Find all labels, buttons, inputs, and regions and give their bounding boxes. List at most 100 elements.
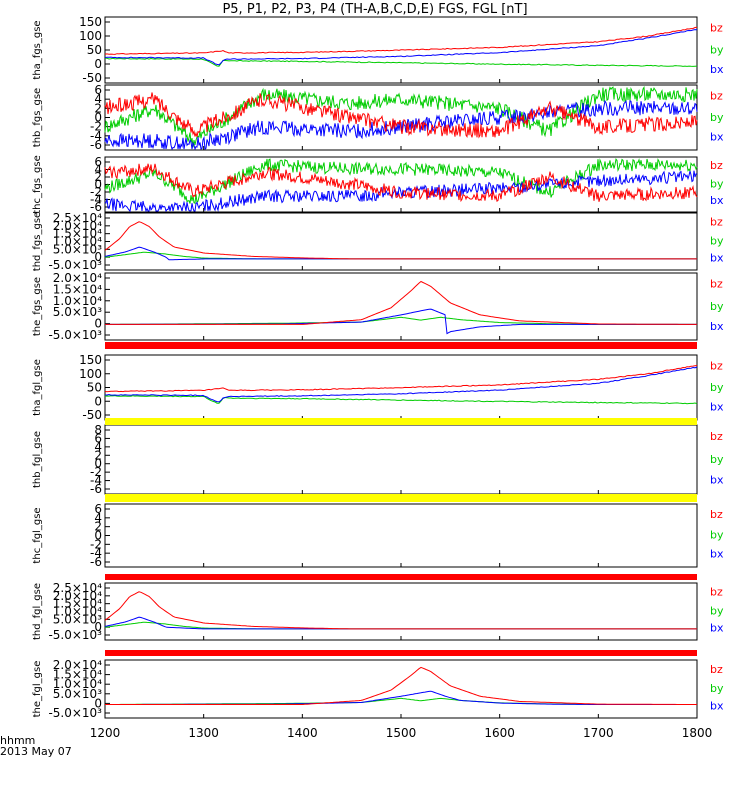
y-axis-label: thd_fgs_gse xyxy=(32,212,43,271)
y-tick-label: 2 xyxy=(94,170,102,184)
y-tick-label: 4 xyxy=(94,163,102,177)
y-tick-label: -5.0×10³ xyxy=(48,328,102,342)
y-tick-label: 0 xyxy=(94,620,102,634)
y-axis-label: the_fgl_gse xyxy=(32,661,43,718)
y-tick-label: 2.5×10⁴ xyxy=(53,581,102,595)
y-tick-label: 1.5×10⁴ xyxy=(53,282,102,296)
y-axis-label: tha_fgs_gse xyxy=(32,20,43,79)
series-line-by xyxy=(105,316,697,325)
x-tick-label: 1700 xyxy=(583,726,614,740)
legend-label: by xyxy=(710,234,724,247)
legend-label: bz xyxy=(710,159,723,172)
y-tick-label: 0 xyxy=(94,111,102,125)
x-tick-label: 1400 xyxy=(287,726,318,740)
flag-bar xyxy=(105,494,697,502)
y-tick-label: -50 xyxy=(82,408,102,422)
y-tick-label: -6 xyxy=(90,482,102,496)
legend-label: bz xyxy=(710,430,723,443)
series-line-bx xyxy=(105,366,698,403)
y-axis-label: thd_fgl_gse xyxy=(32,583,43,640)
legend-label: bx xyxy=(710,320,724,333)
panel-frame xyxy=(104,212,698,271)
y-tick-label: 50 xyxy=(87,43,102,57)
y-tick-label: -5.0×10³ xyxy=(48,706,102,720)
series-line-by xyxy=(104,251,697,260)
y-tick-label: 150 xyxy=(79,353,102,367)
legend-label: by xyxy=(710,604,724,617)
y-tick-label: 0 xyxy=(94,457,102,471)
legend-label: bx xyxy=(710,63,724,76)
y-tick-label: -2 xyxy=(90,185,102,199)
y-tick-label: 100 xyxy=(79,29,102,43)
y-tick-label: 0 xyxy=(94,178,102,192)
y-tick-label: 0 xyxy=(94,57,102,71)
y-tick-label: 2.0×10⁴ xyxy=(53,219,102,233)
series-line-bz xyxy=(105,666,697,705)
y-axis-label: thb_fgl_gse xyxy=(32,431,43,488)
y-axis-label: thc_fgl_gse xyxy=(32,507,43,563)
y-tick-label: 8 xyxy=(94,423,102,437)
y-tick-label: 50 xyxy=(87,381,102,395)
legend-label: bx xyxy=(710,251,724,264)
legend-label: bx xyxy=(710,474,724,487)
series-line-bz xyxy=(104,591,697,630)
y-tick-label: 2.0×10⁴ xyxy=(53,658,102,672)
legend-label: bx xyxy=(710,400,724,413)
series-line-bx xyxy=(105,308,697,335)
y-tick-label: -6 xyxy=(90,138,102,152)
y-tick-label: 5.0×10³ xyxy=(53,687,102,701)
x-tick-label: 1300 xyxy=(188,726,219,740)
y-tick-label: 4 xyxy=(94,511,102,525)
y-tick-label: -2 xyxy=(90,537,102,551)
y-tick-label: 2 xyxy=(94,448,102,462)
legend-label: by xyxy=(710,177,724,190)
y-tick-label: 6 xyxy=(94,155,102,169)
x-tick-label: 1500 xyxy=(386,726,417,740)
y-axis-label: thb_fgs_gse xyxy=(32,88,43,147)
series-line-bz xyxy=(104,221,697,260)
legend-label: by xyxy=(710,381,724,394)
y-tick-label: 0 xyxy=(94,250,102,264)
series-line-by xyxy=(104,395,698,405)
y-tick-label: 1.0×10⁴ xyxy=(53,677,102,691)
legend-label: bz xyxy=(710,22,723,35)
panel-frame xyxy=(104,424,698,495)
y-tick-label: 0 xyxy=(94,317,102,331)
panel-frame xyxy=(104,659,698,719)
y-axis-label: thc_fgs_gse xyxy=(32,155,43,214)
flag-bar xyxy=(105,418,697,425)
x-axis-caption: hhmm 2013 May 07 xyxy=(0,735,72,757)
date-label: 2013 May 07 xyxy=(0,745,72,758)
y-tick-label: 5.0×10³ xyxy=(53,305,102,319)
series-line-by xyxy=(104,621,697,630)
y-tick-label: -5.0×10³ xyxy=(48,628,102,642)
y-tick-label: 5.0×10³ xyxy=(53,242,102,256)
y-tick-label: 6 xyxy=(94,83,102,97)
y-tick-label: -50 xyxy=(82,71,102,85)
flag-bar xyxy=(105,342,697,349)
y-axis-label: the_fgs_gse xyxy=(32,277,43,336)
y-tick-label: 1.0×10⁴ xyxy=(53,235,102,249)
series-line-bz xyxy=(105,280,697,325)
series-line-bx xyxy=(104,246,697,261)
legend-label: bz xyxy=(710,216,723,229)
series-line-bx xyxy=(104,99,698,151)
y-tick-label: -5.0×10³ xyxy=(48,258,102,272)
y-tick-label: 2.0×10⁴ xyxy=(53,271,102,285)
y-tick-label: 0 xyxy=(94,529,102,543)
y-axis-label: tha_fgl_gse xyxy=(32,359,43,416)
series-line-by xyxy=(105,697,697,705)
flag-bar xyxy=(105,650,697,656)
series-line-by xyxy=(104,85,698,148)
y-tick-label: 0 xyxy=(94,696,102,710)
legend-label: bz xyxy=(710,663,723,676)
y-tick-label: -4 xyxy=(90,546,102,560)
x-tick-label: 1600 xyxy=(484,726,515,740)
panel-frame xyxy=(104,272,698,341)
series-line-bz xyxy=(104,92,698,139)
y-tick-label: 100 xyxy=(79,367,102,381)
legend-label: bz xyxy=(710,359,723,372)
y-tick-label: 2.5×10⁴ xyxy=(53,211,102,225)
y-tick-label: 2 xyxy=(94,101,102,115)
